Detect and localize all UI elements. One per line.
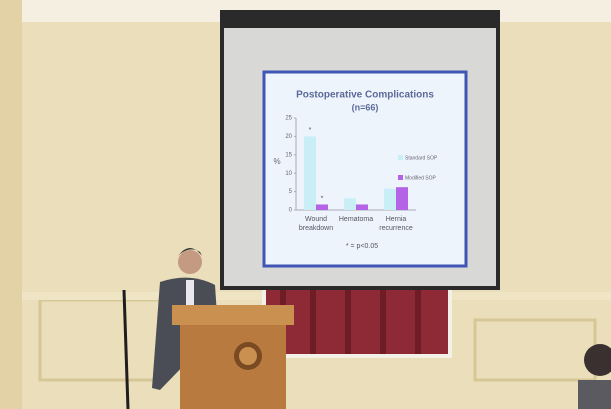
slide-note: * = p<0.05 <box>346 243 378 250</box>
x-tick-label: Hernia recurrence <box>374 215 418 233</box>
legend-swatch <box>398 155 403 160</box>
y-tick-label: 20 <box>285 134 292 140</box>
legend-swatch <box>398 175 403 180</box>
y-tick-label: 15 <box>285 152 292 158</box>
bar <box>304 136 316 210</box>
bar <box>396 187 408 210</box>
x-tick-label: Wound breakdown <box>294 215 338 233</box>
legend-label: Modified SOP <box>405 175 437 181</box>
bar <box>356 204 368 210</box>
bar <box>316 204 328 210</box>
podium <box>172 305 294 409</box>
slide-title: Postoperative Complications <box>296 90 434 101</box>
photo: Postoperative Complications(n=66)%051015… <box>0 0 611 409</box>
pillar <box>0 0 22 409</box>
x-tick-label: Hematoma <box>334 215 378 224</box>
y-tick-label: 10 <box>285 171 292 177</box>
y-axis-label: % <box>273 157 280 166</box>
y-tick-label: 25 <box>285 116 292 122</box>
bar <box>384 189 396 210</box>
significance-mark: * <box>321 195 324 202</box>
legend-label: Standard SOP <box>405 155 438 161</box>
bar <box>344 198 356 210</box>
slide-subtitle: (n=66) <box>352 102 379 112</box>
significance-mark: * <box>309 127 312 134</box>
slide <box>264 72 466 266</box>
scene-drawing: Postoperative Complications(n=66)%051015… <box>0 0 611 409</box>
